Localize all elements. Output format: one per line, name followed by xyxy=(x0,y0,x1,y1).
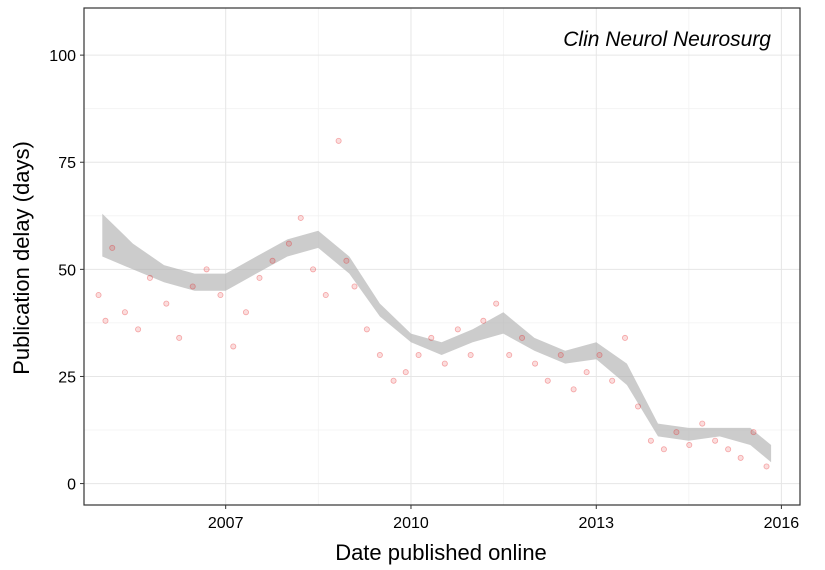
data-point xyxy=(217,292,224,299)
data-point xyxy=(335,137,342,144)
data-point xyxy=(763,463,770,470)
data-point xyxy=(269,257,276,264)
data-point xyxy=(737,454,744,461)
y-axis-title: Publication delay (days) xyxy=(9,141,34,375)
data-point xyxy=(390,377,397,384)
data-point xyxy=(544,377,551,384)
data-point xyxy=(376,352,383,359)
data-point xyxy=(176,334,183,341)
data-point xyxy=(454,326,461,333)
annotation-text: Clin Neurol Neurosurg xyxy=(563,28,771,51)
data-point xyxy=(647,437,654,444)
x-axis-title: Date published online xyxy=(335,540,547,565)
data-point xyxy=(351,283,358,290)
y-axis: 0 25 50 75 100 xyxy=(49,48,84,494)
smooth-layer xyxy=(102,213,772,463)
data-point xyxy=(570,386,577,393)
data-point xyxy=(673,429,680,436)
data-point xyxy=(712,437,719,444)
x-tick-label: 2016 xyxy=(764,515,800,532)
data-point xyxy=(297,214,304,221)
data-point xyxy=(363,326,370,333)
data-point xyxy=(121,309,128,316)
data-point xyxy=(609,377,616,384)
data-point xyxy=(343,257,350,264)
data-point xyxy=(428,334,435,341)
data-point xyxy=(256,274,263,281)
data-point xyxy=(622,334,629,341)
x-tick-label: 2013 xyxy=(578,515,614,532)
data-point xyxy=(583,369,590,376)
data-point xyxy=(322,292,329,299)
y-tick-label: 50 xyxy=(58,262,76,279)
data-point xyxy=(467,352,474,359)
data-point xyxy=(635,403,642,410)
x-tick-label: 2007 xyxy=(208,515,244,532)
data-point xyxy=(102,317,109,324)
data-point xyxy=(750,429,757,436)
data-point xyxy=(146,274,153,281)
data-point xyxy=(109,244,116,251)
data-point xyxy=(415,352,422,359)
data-point xyxy=(506,352,513,359)
data-point xyxy=(660,446,667,453)
major-gridlines xyxy=(84,8,800,505)
y-tick-label: 0 xyxy=(67,477,76,494)
data-point xyxy=(493,300,500,307)
data-point xyxy=(725,446,732,453)
data-point xyxy=(189,283,196,290)
data-point xyxy=(95,292,102,299)
plot-panel-border xyxy=(83,7,801,506)
smooth-confidence-ribbon xyxy=(102,213,772,463)
data-point xyxy=(402,369,409,376)
data-point xyxy=(557,352,564,359)
points-layer xyxy=(95,137,770,470)
data-point xyxy=(203,266,210,273)
y-tick-label: 100 xyxy=(49,48,76,65)
data-point xyxy=(699,420,706,427)
data-point xyxy=(135,326,142,333)
data-point xyxy=(480,317,487,324)
data-point xyxy=(596,352,603,359)
data-point xyxy=(519,334,526,341)
data-point xyxy=(285,240,292,247)
x-axis: 2007 2010 2013 2016 xyxy=(208,505,799,532)
data-point xyxy=(310,266,317,273)
y-tick-label: 25 xyxy=(58,369,76,386)
data-point xyxy=(242,309,249,316)
data-point xyxy=(686,442,693,449)
data-point xyxy=(532,360,539,367)
data-point xyxy=(163,300,170,307)
data-point xyxy=(441,360,448,367)
y-tick-label: 75 xyxy=(58,155,76,172)
x-tick-label: 2010 xyxy=(393,515,429,532)
data-point xyxy=(230,343,237,350)
